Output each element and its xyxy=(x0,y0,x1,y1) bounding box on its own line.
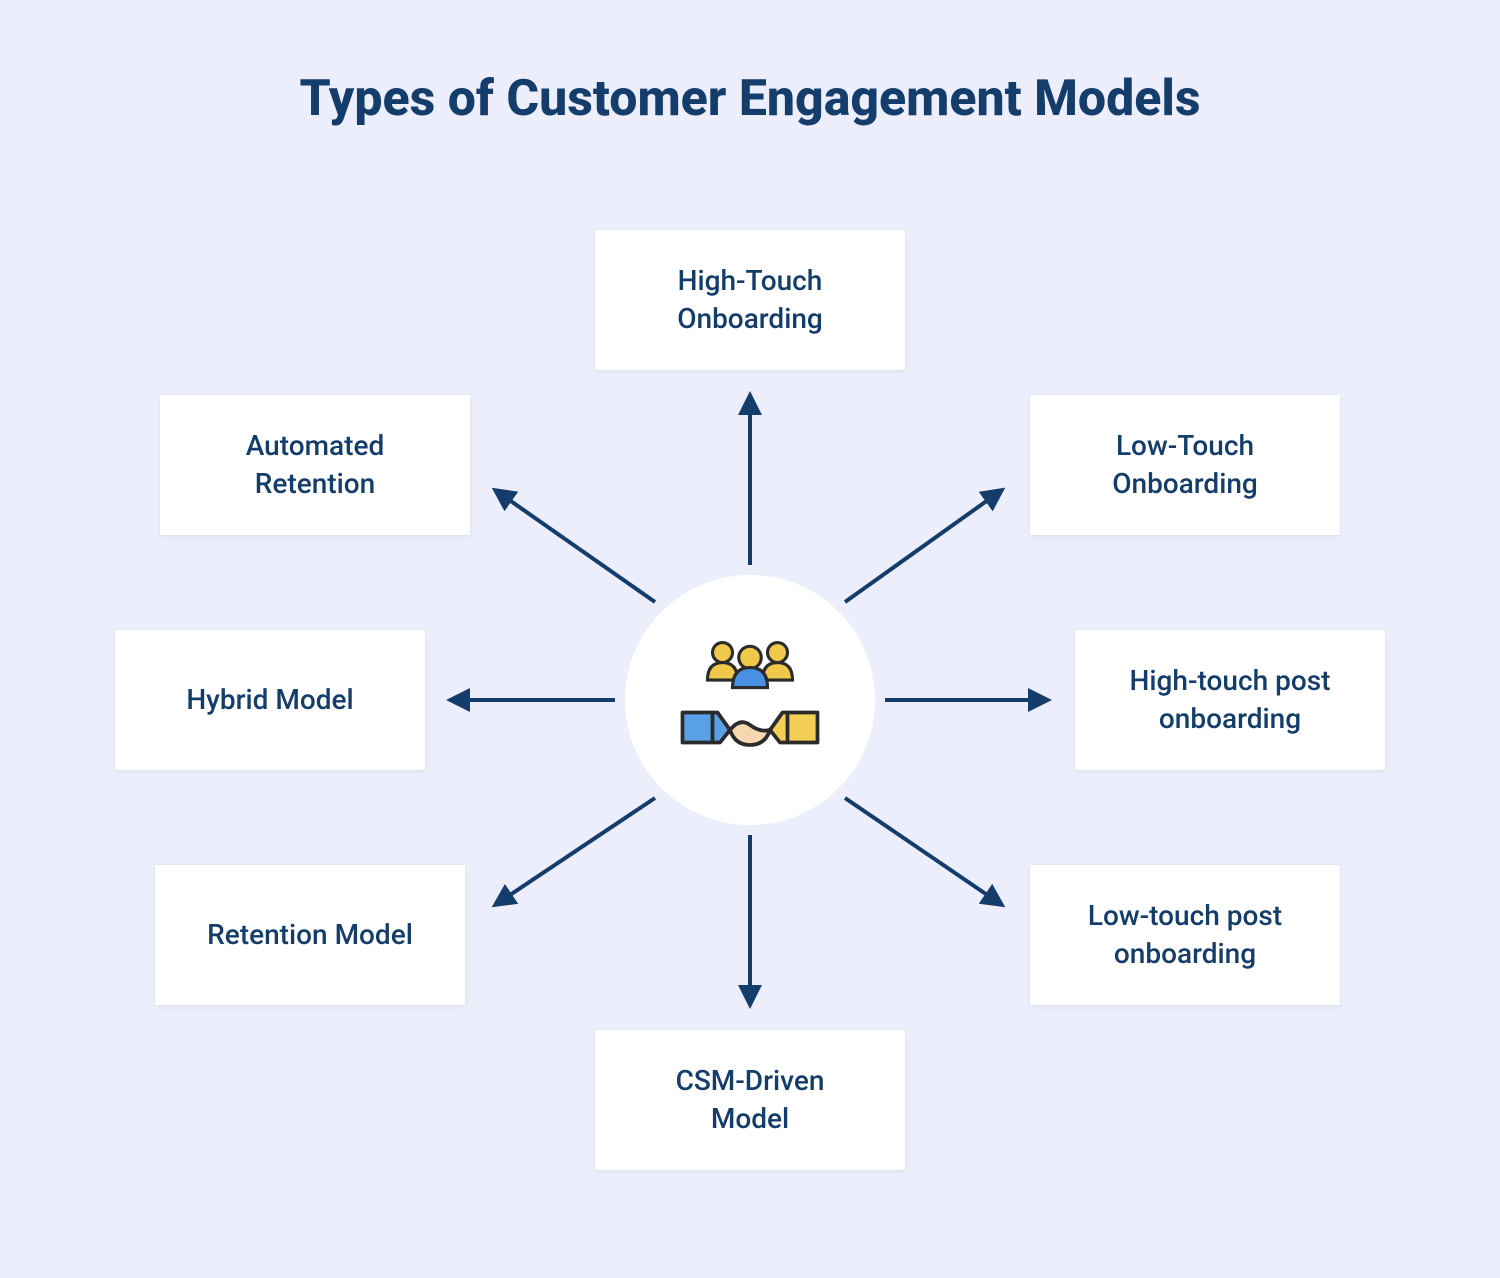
node-high-touch-onboarding: High-Touch Onboarding xyxy=(595,230,905,370)
node-label: Low-Touch Onboarding xyxy=(1112,427,1258,503)
handshake-people-icon xyxy=(675,625,825,775)
node-low-touch-post: Low-touch post onboarding xyxy=(1030,865,1340,1005)
arrow xyxy=(495,490,655,602)
arrow xyxy=(845,798,1002,905)
center-circle xyxy=(625,575,875,825)
node-label: CSM-Driven Model xyxy=(676,1062,825,1138)
node-label: Retention Model xyxy=(207,916,413,954)
node-automated-retention: Automated Retention xyxy=(160,395,470,535)
node-hybrid-model: Hybrid Model xyxy=(115,630,425,770)
node-low-touch-onboarding: Low-Touch Onboarding xyxy=(1030,395,1340,535)
arrow xyxy=(845,490,1002,602)
node-label: Hybrid Model xyxy=(186,681,353,719)
diagram-title: Types of Customer Engagement Models xyxy=(0,70,1500,128)
node-label: Automated Retention xyxy=(246,427,384,503)
node-retention-model: Retention Model xyxy=(155,865,465,1005)
arrow xyxy=(495,798,655,905)
node-csm-driven: CSM-Driven Model xyxy=(595,1030,905,1170)
diagram-canvas: Types of Customer Engagement Models High… xyxy=(0,0,1500,1278)
node-high-touch-post: High-touch post onboarding xyxy=(1075,630,1385,770)
node-label: Low-touch post onboarding xyxy=(1048,897,1322,973)
node-label: High-Touch Onboarding xyxy=(677,262,823,338)
node-label: High-touch post onboarding xyxy=(1093,662,1367,738)
